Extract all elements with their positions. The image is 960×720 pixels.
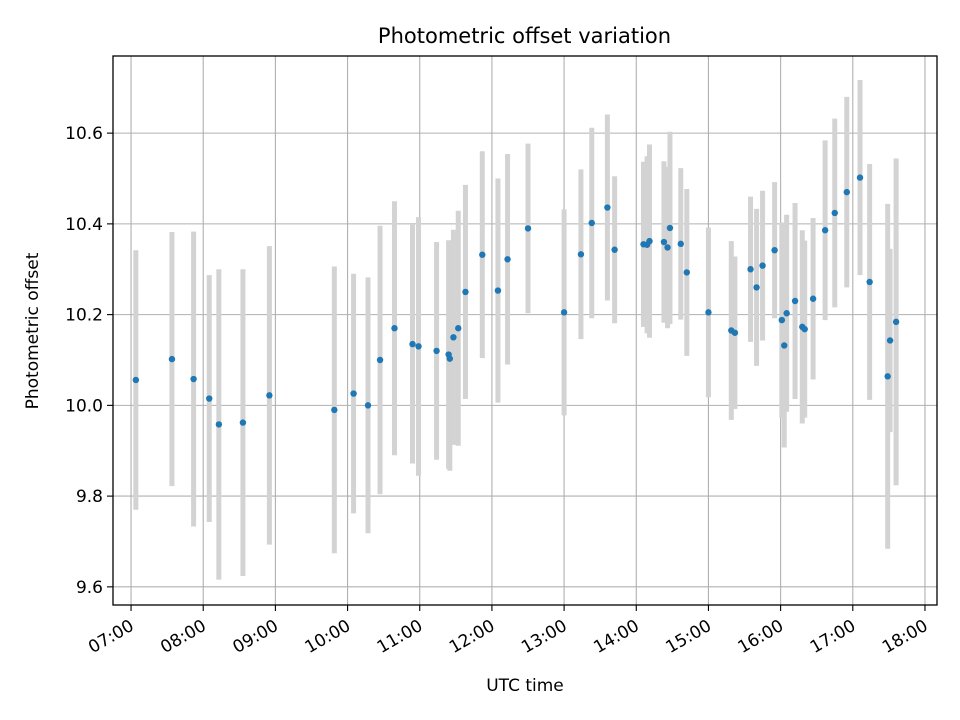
data-point: [446, 355, 454, 362]
y-tick-label: 9.8: [76, 487, 103, 507]
x-tick-label: 17:00: [807, 616, 859, 658]
x-tick-label: 12:00: [446, 616, 498, 658]
y-axis: 9.6 9.8 10.0 10.2 10.4 10.6: [65, 124, 113, 598]
data-point: [886, 337, 894, 344]
data-point: [646, 237, 653, 245]
plot-frame: [112, 55, 938, 606]
data-point: [783, 310, 790, 317]
data-point: [331, 406, 338, 414]
y-tick-label: 10.0: [65, 396, 103, 416]
x-tick-label: 18:00: [879, 616, 931, 658]
data-point: [376, 356, 384, 364]
x-axis: 07:00 08:00 09:00 10:00 11:00 12:00 13:00 14:00…: [85, 605, 931, 658]
data-point: [524, 225, 532, 232]
data-point: [391, 325, 398, 332]
y-tick-label: 9.6: [76, 578, 103, 598]
x-tick-label: 14:00: [590, 616, 642, 658]
data-point: [266, 392, 273, 399]
data-point: [479, 251, 486, 258]
grid: [113, 56, 937, 605]
data-point: [747, 266, 754, 273]
data-point: [215, 421, 223, 428]
data-point: [677, 240, 684, 248]
data-point: [781, 342, 788, 349]
data-point: [753, 284, 760, 291]
chart-title: Photometric offset variation: [378, 24, 671, 48]
data-point: [866, 278, 873, 286]
data-point: [206, 395, 213, 402]
data-point: [494, 287, 502, 294]
y-axis-label: Photometric offset: [23, 252, 43, 409]
data-point: [843, 188, 850, 196]
data-point: [364, 402, 372, 409]
x-tick-label: 08:00: [157, 616, 209, 658]
error-bars: [133, 80, 899, 580]
data-point: [705, 309, 712, 316]
data-point: [409, 340, 416, 348]
x-tick-label: 07:00: [85, 616, 137, 658]
data-point: [132, 376, 140, 384]
data-point: [560, 309, 568, 316]
data-point: [892, 318, 900, 326]
data-point: [731, 329, 739, 336]
data-point: [604, 204, 611, 211]
data-point: [759, 262, 766, 269]
x-tick-label: 11:00: [374, 616, 426, 658]
data-point: [455, 325, 462, 332]
data-point: [350, 390, 357, 397]
x-tick-label: 16:00: [735, 616, 787, 658]
data-point: [462, 288, 469, 296]
data-point: [683, 269, 690, 276]
data-point: [660, 238, 668, 246]
data-point: [611, 246, 618, 253]
data-point: [821, 227, 829, 234]
x-tick-label: 13:00: [518, 616, 570, 658]
data-point: [433, 347, 440, 355]
data-point: [450, 334, 457, 341]
y-tick-label: 10.6: [65, 124, 103, 144]
data-point: [239, 419, 247, 426]
x-axis-label: UTC time: [486, 676, 564, 696]
data-point: [791, 297, 799, 305]
data-points: [132, 174, 900, 428]
y-tick-label: 10.4: [65, 215, 103, 235]
data-point: [190, 375, 197, 383]
data-point: [831, 209, 838, 217]
data-point: [415, 343, 422, 350]
x-tick-label: 15:00: [663, 616, 715, 658]
y-tick-label: 10.2: [65, 306, 103, 326]
data-point: [664, 244, 671, 251]
data-point: [771, 246, 778, 254]
data-point: [884, 373, 891, 380]
data-point: [168, 355, 176, 363]
data-point: [577, 251, 585, 258]
data-point: [666, 224, 674, 232]
x-tick-label: 10:00: [302, 616, 354, 658]
data-point: [809, 295, 817, 302]
x-tick-label: 09:00: [229, 616, 281, 658]
data-point: [801, 325, 808, 333]
data-point: [778, 316, 786, 324]
data-point: [588, 219, 595, 227]
data-point: [856, 174, 864, 181]
data-point: [504, 256, 511, 263]
